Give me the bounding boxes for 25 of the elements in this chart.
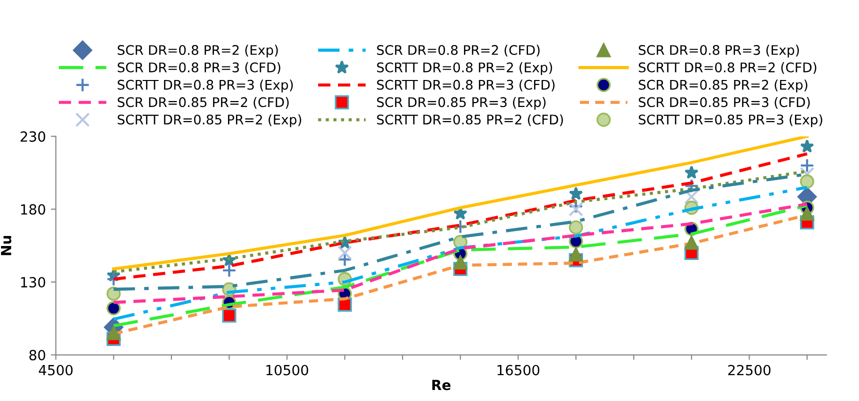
legend-label: SCRTT DR=0.8 PR=3 (Exp) [118, 80, 293, 92]
x-tick-label: 4500 [38, 364, 73, 376]
legend-label: SCR DR=0.8 PR=2 (CFD) [377, 44, 540, 57]
legend-label: SCRTT DR=0.85 PR=2 (CFD) [377, 114, 563, 126]
legend-label: SCRTT DR=0.8 PR=3 (CFD) [377, 80, 555, 92]
y-tick-label: 230 [20, 131, 46, 142]
legend-label: SCR DR=0.8 PR=3 (Exp) [638, 44, 799, 58]
x-tick-label: 10500 [266, 364, 308, 376]
y-axis-title: Nu [1, 236, 12, 256]
legend-label: SCR DR=0.85 PR=3 (CFD) [638, 96, 810, 109]
legend-label: SCRTT DR=0.8 PR=2 (Exp) [377, 62, 552, 75]
legend-label: SCR DR=0.85 PR=2 (CFD) [118, 96, 289, 109]
y-tick-label: 130 [21, 277, 46, 288]
y-tick-label: 180 [21, 204, 46, 215]
y-tick-label: 80 [29, 350, 46, 360]
legend-label: SCRTT DR=0.85 PR=2 (Exp) [118, 114, 302, 128]
legend-label: SCR DR=0.8 PR=3 (CFD) [118, 62, 280, 74]
x-axis-title: Re [432, 380, 450, 390]
x-tick-label: 16500 [498, 364, 540, 376]
legend-label: SCR DR=0.85 PR=3 (Exp) [377, 96, 546, 110]
legend-label: SCR DR=0.8 PR=2 (Exp) [118, 44, 278, 58]
x-tick-label: 22500 [728, 364, 770, 376]
legend-label: SCRTT DR=0.8 PR=2 (CFD) [638, 62, 816, 74]
legend-label: SCR DR=0.85 PR=2 (Exp) [638, 80, 808, 92]
legend-label: SCRTT DR=0.85 PR=3 (Exp) [638, 114, 822, 128]
